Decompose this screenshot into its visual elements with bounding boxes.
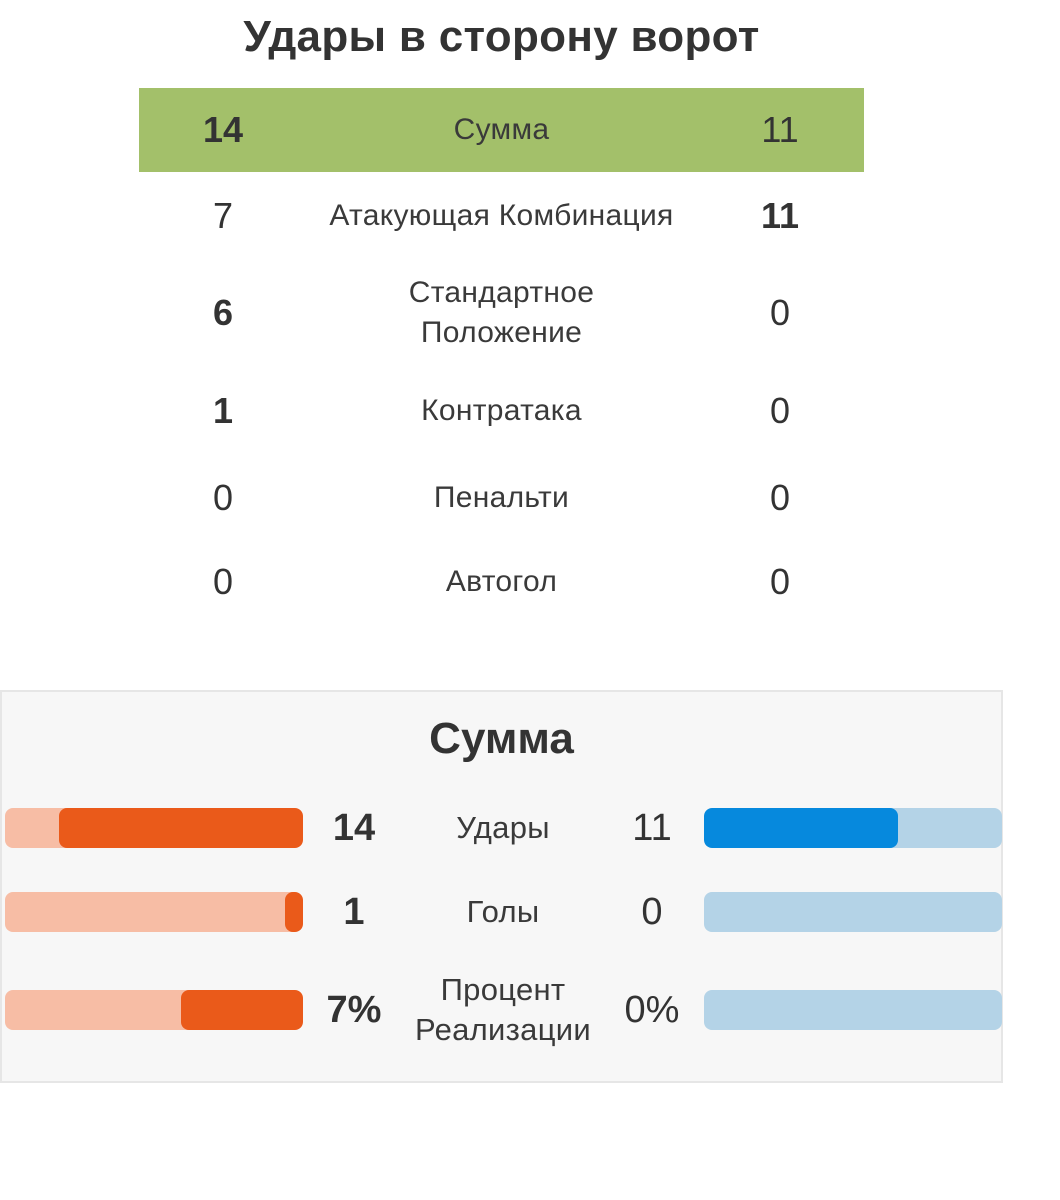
- row-label: Атакующая Комбинация: [329, 199, 674, 232]
- away-value: 11: [761, 109, 799, 150]
- home-value: 0: [212, 561, 234, 602]
- away-bar: [704, 892, 1002, 932]
- stat-row-conversion-rate: 7% Процент Реализации 0%: [2, 968, 1005, 1052]
- home-bar: [5, 892, 303, 932]
- summary-title: Сумма: [429, 714, 574, 763]
- row-label: Автогол: [445, 565, 558, 598]
- away-bar: [704, 808, 1002, 848]
- shot-row-own-goal: 0 Автогол 0: [139, 540, 864, 624]
- away-value: 0: [641, 891, 663, 933]
- summary-panel: Сумма 14 Удары 11 1 Голы 0 7% Процент Ре…: [0, 690, 1003, 1083]
- stat-row-goals: 1 Голы 0: [2, 870, 1005, 954]
- shot-row-total: 14 Сумма 11: [139, 88, 864, 172]
- home-value: 1: [212, 390, 234, 431]
- row-label: Контратака: [421, 394, 582, 427]
- away-value: 11: [760, 195, 800, 236]
- away-bar: [704, 990, 1002, 1030]
- home-bar: [5, 990, 303, 1030]
- away-value: 0: [769, 561, 791, 602]
- home-bar-fill: [58, 808, 303, 848]
- shot-row-attack-combination: 7 Атакующая Комбинация 11: [139, 172, 864, 260]
- home-value: 7: [212, 195, 234, 236]
- stat-row-shots: 14 Удары 11: [2, 786, 1005, 870]
- row-label: Пенальти: [433, 481, 570, 514]
- home-value: 14: [202, 109, 244, 150]
- home-bar-fill: [180, 990, 303, 1030]
- away-value: 0%: [624, 989, 680, 1031]
- home-bar: [5, 808, 303, 848]
- shot-row-penalty: 0 Пенальти 0: [139, 456, 864, 540]
- stat-label: Голы: [466, 894, 540, 929]
- away-bar-fill: [704, 808, 898, 848]
- row-label: Стандартное Положение: [408, 276, 595, 349]
- home-value: 0: [212, 477, 234, 518]
- away-value: 0: [769, 292, 791, 333]
- away-value: 0: [769, 477, 791, 518]
- home-value: 1: [343, 891, 365, 933]
- home-value: 7%: [326, 989, 382, 1031]
- stat-label: Удары: [456, 810, 550, 845]
- shot-types-table: 14 Сумма 11 7 Атакующая Комбинация 11 6 …: [139, 88, 864, 624]
- stat-label: Процент Реализации: [414, 972, 592, 1047]
- row-label: Сумма: [453, 113, 550, 146]
- away-value: 11: [632, 807, 672, 849]
- away-value: 0: [769, 390, 791, 431]
- shot-row-set-piece: 6 Стандартное Положение 0: [139, 260, 864, 366]
- shot-row-counter-attack: 1 Контратака 0: [139, 366, 864, 456]
- page-title: Удары в сторону ворот: [243, 12, 760, 61]
- home-value: 14: [332, 807, 376, 849]
- home-bar-fill: [285, 892, 303, 932]
- home-value: 6: [212, 292, 234, 333]
